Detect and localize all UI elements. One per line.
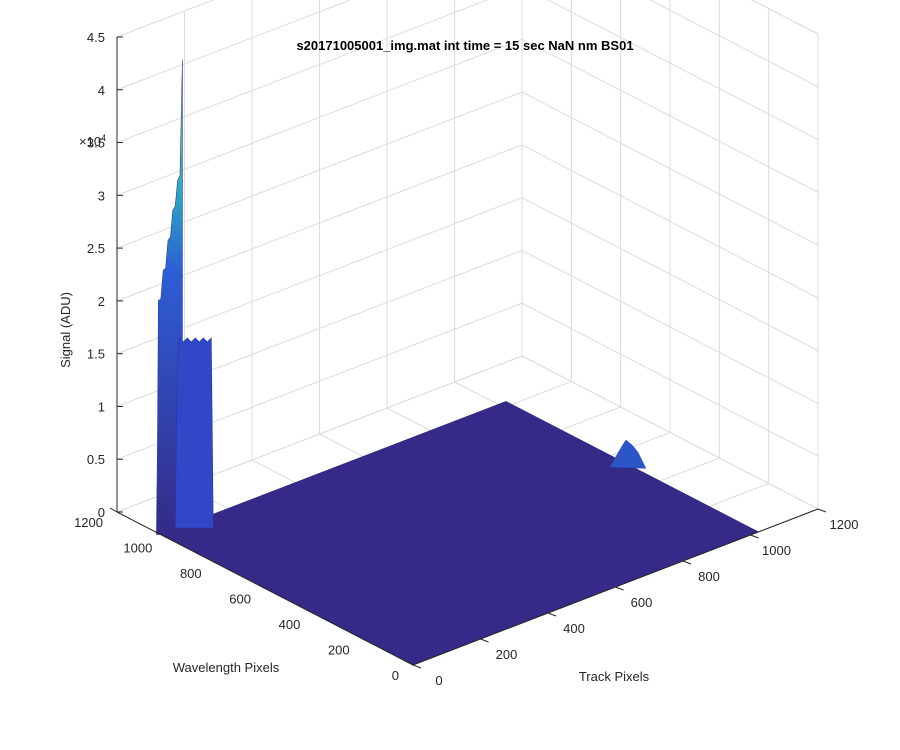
y-tick-label: 1200 (74, 515, 103, 530)
x-axis-label: Track Pixels (579, 669, 650, 684)
axes (109, 36, 827, 669)
z-tick-label: 0.5 (87, 452, 105, 467)
surface-plot (156, 59, 760, 666)
x-tick-label: 200 (496, 647, 518, 662)
grid-line-z-right (521, 355, 819, 510)
y-tick (257, 584, 266, 589)
y-tick-label: 400 (279, 617, 301, 632)
grid-line-z-right (521, 144, 819, 299)
y-tick-label: 800 (180, 566, 202, 581)
x-tick (547, 612, 557, 617)
x-tick (615, 586, 624, 591)
grid-line-z-back (116, 0, 352, 91)
y-tick (109, 507, 118, 513)
z-tick-label: 3 (98, 188, 105, 203)
x-tick (682, 560, 692, 565)
y-tick (208, 558, 216, 564)
grid-line-z-back (116, 197, 523, 355)
y-tick-label: 0 (392, 668, 399, 683)
x-tick (817, 508, 827, 513)
z-axis-label: Signal (ADU) (58, 292, 73, 368)
y-tick-label: 200 (328, 643, 350, 658)
grid-line-z-right (521, 197, 819, 352)
surface-baseline (159, 401, 760, 666)
z-tick-label: 2 (98, 294, 105, 309)
x-tick (750, 534, 759, 539)
grid-line-z-right (521, 38, 819, 193)
x-tick-label: 0 (435, 673, 442, 688)
y-tick-label: 1000 (123, 541, 152, 556)
x-tick-label: 600 (631, 595, 653, 610)
x-tick-label: 800 (698, 569, 720, 584)
z-exponent-base: ×10 (79, 134, 101, 149)
y-tick (159, 533, 167, 538)
x-tick (412, 664, 422, 669)
tick-labels: 0200400600800100012000200400600800100012… (74, 30, 858, 688)
surface-bump (609, 439, 647, 469)
grid-edge (751, 0, 819, 35)
z-tick-label: 4.5 (87, 30, 105, 45)
x-tick-label: 1000 (762, 543, 791, 558)
z-tick-label: 1.5 (87, 347, 105, 362)
grid-line-z-back (116, 144, 523, 302)
x-tick (480, 638, 489, 643)
y-tick (405, 660, 414, 666)
grid-line-z-right (521, 91, 819, 246)
grid-line-z-back (116, 38, 523, 196)
y-tick (307, 609, 315, 615)
y-tick (356, 635, 364, 640)
y-axis-label: Wavelength Pixels (173, 660, 280, 675)
grid-line-z-right (521, 302, 819, 457)
grid-line-z-back (116, 0, 489, 144)
z-tick-label: 3.5 (87, 136, 105, 151)
surface-shoulder (174, 337, 214, 529)
grid-line-z-right (546, 0, 819, 140)
z-tick-label: 4 (98, 83, 105, 98)
y-tick-label: 600 (229, 592, 251, 607)
chart-title: s20171005001_img.mat int time = 15 sec N… (296, 38, 633, 53)
grid-line-z-back (116, 91, 523, 249)
z-exponent-power: 4 (101, 133, 106, 143)
z-tick-label: 0 (98, 505, 105, 520)
x-tick-label: 400 (563, 621, 585, 636)
z-tick-label: 1 (98, 399, 105, 414)
grid-edge (116, 0, 215, 38)
surface-peak (156, 59, 183, 535)
grid-line-z-right (649, 0, 819, 88)
z-tick-label: 2.5 (87, 241, 105, 256)
z-exponent-label: ×104 (79, 133, 106, 149)
x-tick-label: 1200 (830, 517, 859, 532)
grid-line-z-right (521, 250, 819, 404)
